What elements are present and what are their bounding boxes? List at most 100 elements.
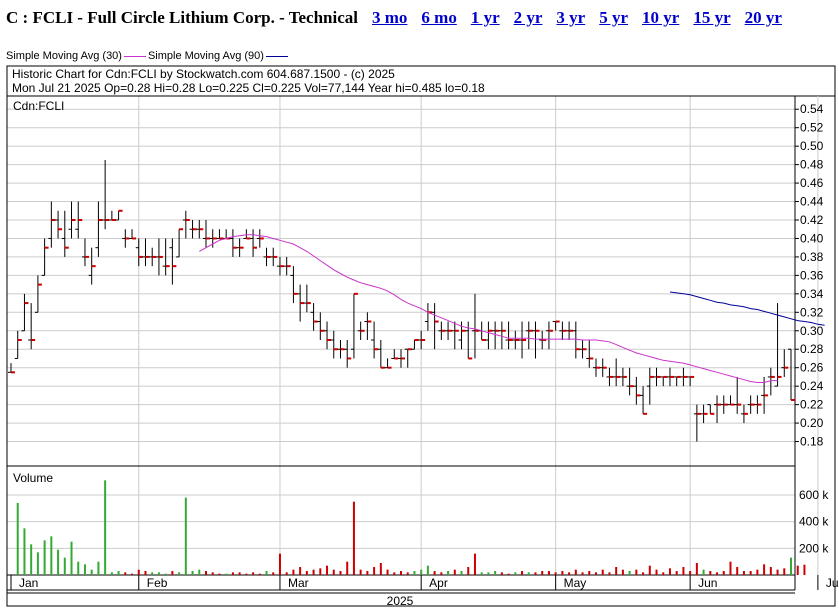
volume-bar bbox=[211, 572, 214, 575]
volume-bar bbox=[433, 571, 436, 575]
month-labels: Jan Feb Mar Apr May Jun Jul bbox=[10, 575, 839, 590]
volume-bar bbox=[447, 571, 450, 575]
range-link-6-mo[interactable]: 6 mo bbox=[421, 8, 457, 27]
ohlc-bar bbox=[505, 321, 513, 350]
ohlc-bar bbox=[384, 358, 392, 369]
volume-bar bbox=[258, 573, 261, 575]
ohlc-bar bbox=[357, 321, 365, 340]
volume-bar bbox=[668, 568, 671, 575]
ohlc-bar bbox=[203, 220, 210, 248]
range-link-3-yr[interactable]: 3 yr bbox=[556, 8, 586, 27]
volume-bar bbox=[736, 567, 739, 575]
ohlc-bar bbox=[283, 256, 291, 276]
volume-bar bbox=[151, 572, 154, 575]
symbol-label: Cdn:FCLI bbox=[13, 99, 64, 113]
volume-bar bbox=[568, 572, 571, 575]
price-tick-label: 0.26 bbox=[800, 361, 824, 375]
volume-bar bbox=[776, 569, 779, 575]
ohlc-bar bbox=[122, 229, 130, 248]
range-link-1-yr[interactable]: 1 yr bbox=[470, 8, 500, 27]
ohlc-bar bbox=[700, 404, 708, 424]
volume-bar bbox=[473, 553, 476, 575]
volume-tick-label: 200 k bbox=[799, 541, 829, 555]
ohlc-bar bbox=[115, 209, 123, 221]
price-tick-label: 0.18 bbox=[800, 435, 824, 449]
volume-bar bbox=[783, 568, 786, 575]
ohlc-bars bbox=[8, 160, 795, 442]
ohlc-bar bbox=[55, 210, 63, 239]
price-tick-label: 0.34 bbox=[800, 287, 824, 301]
ohlc-bar bbox=[525, 321, 533, 350]
page-title: C : FCLI - Full Circle Lithium Corp. - T… bbox=[6, 8, 358, 27]
volume-panel bbox=[6, 465, 796, 576]
volume-bar bbox=[30, 544, 33, 575]
price-tick-label: 0.48 bbox=[800, 158, 824, 172]
volume-bar bbox=[305, 571, 308, 575]
volume-bar bbox=[574, 569, 577, 575]
volume-bar bbox=[749, 571, 752, 575]
price-tick-label: 0.40 bbox=[800, 231, 824, 245]
volume-bar bbox=[157, 572, 160, 575]
volume-bar bbox=[541, 571, 544, 575]
price-tick-label: 0.28 bbox=[800, 342, 824, 356]
volume-bar bbox=[144, 571, 147, 575]
volume-bar bbox=[352, 501, 355, 575]
month-label: Jul bbox=[826, 576, 839, 590]
legend-sma90-swatch bbox=[265, 55, 288, 57]
ohlc-bar bbox=[196, 220, 204, 239]
ohlc-bar bbox=[431, 303, 439, 350]
volume-bar bbox=[137, 569, 140, 575]
ohlc-bar bbox=[767, 367, 775, 396]
ohlc-bar bbox=[350, 292, 358, 359]
ohlc-bar bbox=[290, 266, 298, 304]
ohlc-bar bbox=[398, 349, 405, 368]
volume-bar bbox=[796, 565, 799, 575]
volume-bar bbox=[400, 571, 402, 575]
range-link-20-yr[interactable]: 20 yr bbox=[744, 8, 782, 27]
price-tick-label: 0.54 bbox=[800, 102, 824, 116]
ohlc-bar bbox=[740, 404, 748, 424]
range-link-2-yr[interactable]: 2 yr bbox=[513, 8, 543, 27]
ohlc-bar bbox=[471, 293, 479, 359]
volume-bar bbox=[527, 572, 530, 575]
volume-bar bbox=[628, 571, 631, 575]
ohlc-bar bbox=[613, 358, 621, 387]
year-label: 2025 bbox=[387, 594, 414, 608]
ohlc-bar bbox=[404, 348, 412, 368]
price-tick-label: 0.30 bbox=[800, 324, 824, 338]
ohlc-bar bbox=[229, 229, 237, 257]
range-link-10-yr[interactable]: 10 yr bbox=[642, 8, 680, 27]
ohlc-bar bbox=[734, 376, 742, 414]
volume-bar bbox=[709, 571, 712, 575]
ohlc-bar bbox=[182, 210, 190, 239]
ohlc-bar bbox=[445, 321, 453, 340]
volume-bar bbox=[312, 569, 315, 575]
ohlc-bar bbox=[149, 247, 157, 267]
month-label: Jan bbox=[19, 576, 38, 590]
price-tick-label: 0.24 bbox=[800, 379, 824, 393]
volume-bar bbox=[131, 573, 134, 575]
sma30-line bbox=[199, 234, 778, 383]
range-link-15-yr[interactable]: 15 yr bbox=[693, 8, 731, 27]
volume-bar bbox=[722, 571, 725, 575]
volume-bar bbox=[642, 572, 645, 575]
volume-bar bbox=[164, 573, 167, 575]
ohlc-bar bbox=[653, 367, 661, 387]
ohlc-bar bbox=[559, 321, 567, 340]
ohlc-bar bbox=[761, 376, 769, 414]
range-link-5-yr[interactable]: 5 yr bbox=[599, 8, 629, 27]
volume-bar bbox=[716, 572, 719, 575]
volume-grid bbox=[7, 494, 795, 549]
volume-bar bbox=[43, 540, 46, 575]
price-tick-labels: 0.54 0.52 0.50 0.48 0.46 0.44 0.42 0.40 0.38 0.36… bbox=[795, 102, 824, 449]
range-link-3-mo[interactable]: 3 mo bbox=[371, 8, 408, 27]
ohlc-bar bbox=[619, 367, 627, 387]
volume-bar bbox=[601, 569, 604, 575]
price-tick-label: 0.36 bbox=[800, 268, 824, 282]
ohlc-bar bbox=[297, 284, 305, 322]
ohlc-bar bbox=[48, 201, 56, 248]
ohlc-bar bbox=[646, 367, 654, 405]
ohlc-bar bbox=[599, 358, 607, 377]
volume-bar bbox=[63, 557, 66, 575]
